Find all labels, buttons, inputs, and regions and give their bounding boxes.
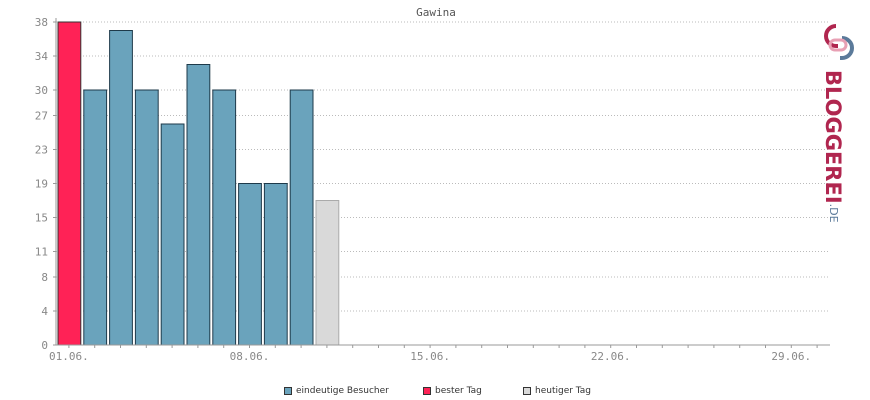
logo-wordmark: BLOGGEREI xyxy=(821,70,845,204)
legend-swatch xyxy=(423,387,431,395)
y-tick-label: 30 xyxy=(35,84,48,97)
x-tick-label: 08.06. xyxy=(230,350,270,363)
bloggerei-logo-text: BLOGGEREI.DE xyxy=(821,70,845,223)
chart-title: Gawina xyxy=(416,6,456,19)
bar xyxy=(160,123,185,346)
grid-lines xyxy=(56,21,830,312)
legend: eindeutige Besucher bester Tag heutiger Ta… xyxy=(0,386,870,400)
bar xyxy=(289,89,314,346)
axes xyxy=(55,18,830,346)
bloggerei-logo-icon xyxy=(824,24,854,60)
legend-swatch xyxy=(284,387,292,395)
bar xyxy=(186,64,211,346)
legend-label: eindeutige Besucher xyxy=(296,386,389,396)
bar-best-day xyxy=(57,21,82,346)
bar xyxy=(109,30,133,346)
legend-label: heutiger Tag xyxy=(535,386,592,396)
legend-item: bester Tag xyxy=(423,386,482,396)
y-tick-label: 15 xyxy=(35,212,48,225)
bar xyxy=(134,89,159,346)
y-tick-label: 11 xyxy=(35,246,48,259)
y-tick-label: 27 xyxy=(35,110,48,123)
logo-suffix: .DE xyxy=(827,203,840,223)
x-tick-label: 15.06. xyxy=(410,350,450,363)
y-tick-label: 34 xyxy=(35,50,49,63)
legend-item: heutiger Tag xyxy=(523,386,591,396)
bar xyxy=(263,183,288,346)
legend-label: bester Tag xyxy=(435,386,482,396)
bar xyxy=(238,183,262,346)
y-axis-ticks: 0 4 8 11 15 19 23 27 30 34 38 xyxy=(35,16,56,352)
y-tick-label: 4 xyxy=(41,305,48,318)
x-tick-label: 01.06. xyxy=(49,350,89,363)
y-tick-label: 8 xyxy=(41,271,48,284)
y-tick-label: 23 xyxy=(35,144,48,157)
y-tick-label: 38 xyxy=(35,16,48,29)
bar xyxy=(212,89,237,346)
x-tick-label: 29.06. xyxy=(771,350,811,363)
bloggerei-logo xyxy=(812,18,868,218)
legend-item: eindeutige Besucher xyxy=(284,386,389,396)
legend-swatch xyxy=(523,387,531,395)
y-tick-label: 0 xyxy=(41,339,48,352)
bars xyxy=(57,21,340,346)
x-axis-ticks: 01.06. 08.06. 15.06. 22.06. 29.06. xyxy=(49,345,818,363)
bar xyxy=(83,89,108,346)
x-tick-label: 22.06. xyxy=(591,350,631,363)
y-tick-label: 19 xyxy=(35,178,48,191)
bar-today xyxy=(315,200,340,346)
